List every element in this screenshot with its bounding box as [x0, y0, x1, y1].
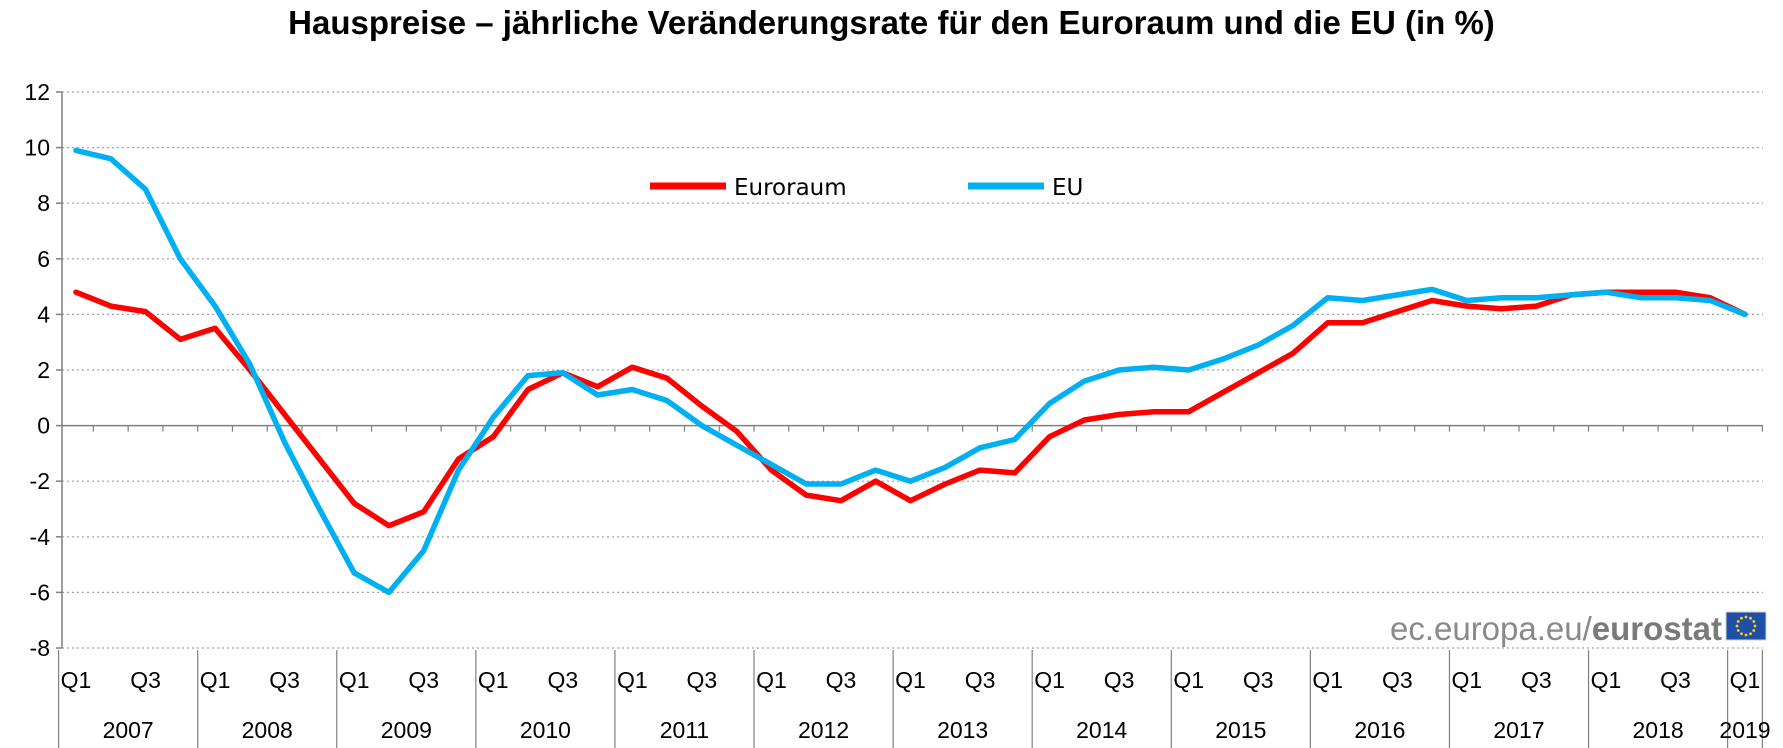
- x-axis-ticks: Q1 Q3 Q1 Q3 Q1 Q3 Q1 Q3 Q1 Q3 Q1 Q3 Q1 Q3 Q1 Q3 Q1 Q3 Q1 Q3…: [58, 650, 1771, 748]
- x-year-label: 2012: [798, 717, 849, 743]
- y-tick-label: -4: [30, 524, 51, 550]
- flag-star: [1736, 620, 1740, 623]
- y-tick-label: 2: [37, 357, 50, 383]
- legend: Euroraum EU: [650, 175, 1083, 201]
- x-quarter-label: Q1: [1312, 667, 1343, 693]
- x-year-label: 2011: [660, 717, 709, 743]
- y-tick-label: 0: [37, 413, 50, 439]
- x-quarter-label: Q3: [1104, 667, 1135, 693]
- x-year-label: 2019: [1719, 717, 1770, 743]
- y-tick-label: 6: [37, 246, 50, 272]
- x-year-label: 2017: [1493, 717, 1544, 743]
- flag-star: [1752, 620, 1756, 623]
- x-quarter-label: Q1: [895, 667, 926, 693]
- flag-star: [1736, 629, 1740, 632]
- x-year-label: 2014: [1076, 717, 1127, 743]
- x-year-label: 2010: [520, 717, 571, 743]
- x-year-label: 2013: [937, 717, 988, 743]
- x-quarter-label: Q3: [269, 667, 300, 693]
- flag-star: [1749, 632, 1752, 636]
- x-quarter-label: Q1: [200, 667, 231, 693]
- x-quarter-label: Q3: [1521, 667, 1552, 693]
- x-quarter-label: Q1: [478, 667, 509, 693]
- x-quarter-label: Q1: [61, 667, 92, 693]
- x-quarter-label: Q3: [1382, 667, 1413, 693]
- flag-star: [1744, 633, 1748, 637]
- x-quarter-label: Q3: [408, 667, 439, 693]
- flag-star: [1749, 616, 1752, 620]
- x-year-label: 2008: [242, 717, 293, 743]
- flag-star: [1753, 624, 1757, 628]
- axes: [56, 91, 1763, 649]
- x-quarter-label: Q1: [617, 667, 648, 693]
- x-year-label: 2015: [1215, 717, 1266, 743]
- watermark-text: ec.europa.eu/eurostat: [1390, 610, 1722, 647]
- x-quarter-label: Q1: [1730, 667, 1761, 693]
- watermark-brand: eurostat: [1592, 610, 1722, 647]
- x-quarter-label: Q3: [1243, 667, 1274, 693]
- x-year-label: 2016: [1354, 717, 1405, 743]
- legend-label-euroraum: Euroraum: [734, 175, 847, 201]
- y-axis-ticks: -8 -6 -4 -2 0 2 4 6 8 10 12: [24, 79, 50, 661]
- eurostat-watermark: ec.europa.eu/eurostat: [1390, 610, 1767, 647]
- flag-star: [1735, 624, 1739, 628]
- series-line-euroraum: [73, 289, 1748, 529]
- x-quarter-label: Q1: [1173, 667, 1204, 693]
- y-tick-label: -2: [30, 468, 50, 494]
- series-line-eu: [73, 147, 1748, 596]
- flag-star: [1740, 616, 1743, 620]
- gridlines: [62, 91, 1763, 649]
- y-tick-label: 8: [37, 190, 50, 216]
- x-quarter-label: Q1: [1451, 667, 1482, 693]
- flag-star: [1744, 615, 1748, 619]
- y-tick-label: 12: [24, 79, 50, 105]
- x-quarter-label: Q1: [756, 667, 787, 693]
- x-quarter-label: Q1: [1591, 667, 1622, 693]
- x-year-label: 2018: [1632, 717, 1683, 743]
- eu-flag-icon: [1725, 611, 1767, 641]
- x-quarter-label: Q3: [1660, 667, 1691, 693]
- flag-star: [1740, 632, 1743, 636]
- y-tick-label: 4: [37, 301, 50, 327]
- x-quarter-label: Q3: [826, 667, 857, 693]
- y-tick-label: -6: [30, 579, 50, 605]
- chart-title: Hauspreise – jährliche Veränderungsrate …: [288, 4, 1495, 41]
- x-quarter-label: Q3: [965, 667, 996, 693]
- x-quarter-label: Q1: [1034, 667, 1065, 693]
- x-quarter-label: Q3: [687, 667, 718, 693]
- x-quarter-label: Q1: [339, 667, 370, 693]
- x-quarter-label: Q3: [130, 667, 161, 693]
- flag-star: [1752, 629, 1756, 632]
- x-year-label: 2007: [103, 717, 154, 743]
- y-tick-label: -8: [30, 635, 50, 661]
- x-year-label: 2009: [381, 717, 432, 743]
- y-tick-label: 10: [24, 135, 50, 161]
- legend-label-eu: EU: [1052, 175, 1083, 201]
- x-quarter-label: Q3: [547, 667, 578, 693]
- watermark-domain: ec.europa.eu/: [1390, 610, 1593, 647]
- series-lines: [73, 147, 1748, 596]
